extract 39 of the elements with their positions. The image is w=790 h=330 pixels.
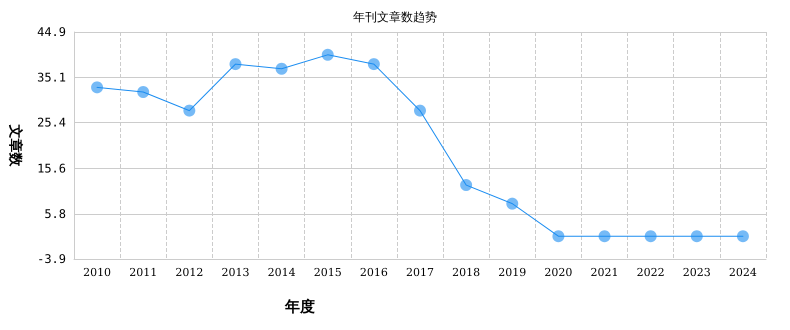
x-tick-label: 2012	[175, 266, 204, 279]
point	[229, 58, 242, 70]
point	[137, 86, 150, 98]
y-tick-label: 35.1	[37, 70, 66, 85]
point	[183, 104, 196, 117]
point	[552, 230, 564, 242]
y-tick-label: -3.9	[37, 252, 66, 266]
x-tick-label: 2011	[129, 266, 158, 279]
point	[368, 58, 380, 70]
x-tick-label: 2016	[360, 266, 388, 279]
y-tick-label: 15.6	[37, 161, 66, 176]
x-tick-label: 2023	[682, 266, 711, 279]
point	[322, 48, 334, 61]
point	[91, 81, 104, 94]
x-axis-title: 年度	[284, 298, 315, 316]
x-tick-label: 2015	[314, 266, 342, 279]
chart-title: 年刊文章数趋势	[353, 10, 437, 24]
x-tick-label: 2022	[636, 266, 665, 279]
point	[644, 230, 657, 242]
point	[414, 104, 426, 117]
point	[506, 198, 518, 210]
y-tick-label: 25.4	[37, 116, 66, 130]
x-tick-label: 2024	[728, 266, 757, 279]
point	[736, 230, 749, 242]
x-tick-label: 2019	[498, 266, 526, 279]
x-tick-label: 2017	[406, 266, 434, 279]
x-tick-label: 2018	[452, 266, 480, 279]
point	[276, 62, 288, 75]
y-tick-label: 5.8	[44, 206, 66, 221]
x-tick-label: 2014	[268, 266, 296, 279]
y-tick-label: 44.9	[37, 25, 66, 39]
x-tick-label: 2021	[590, 266, 619, 279]
point	[598, 230, 611, 242]
x-tick-label: 2020	[544, 266, 572, 279]
x-tick-label: 2013	[221, 266, 250, 279]
point	[460, 179, 472, 192]
point	[690, 230, 703, 242]
x-tick-label: 2010	[83, 266, 112, 279]
y-axis-title: 文章数	[7, 124, 24, 168]
